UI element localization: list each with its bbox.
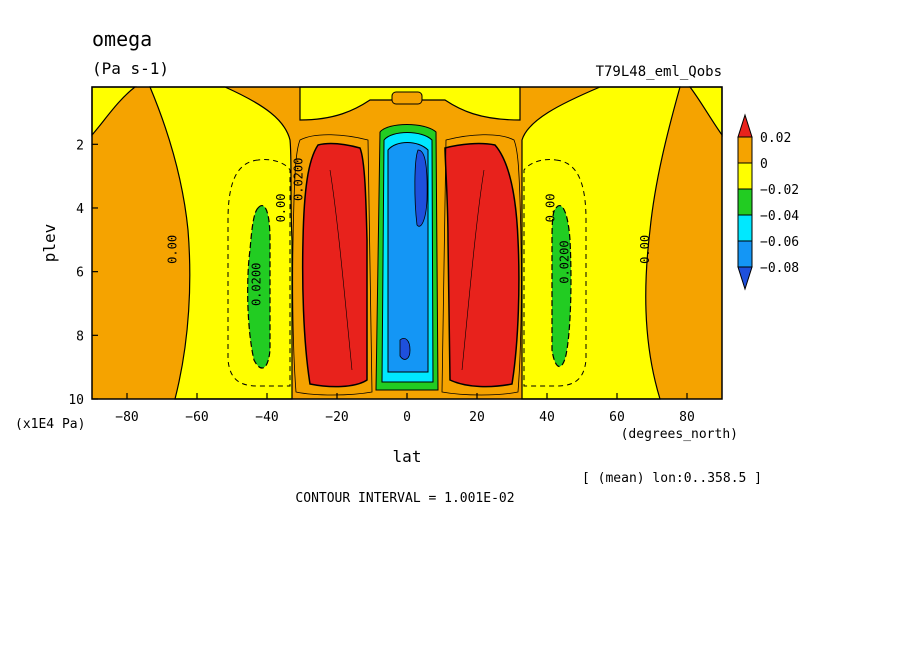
colorbar-label: 0 [760,157,768,172]
contour-inner [329,169,353,371]
contour-label-text: 0.0200 [558,240,572,283]
contour-label-text: 0.00 [274,194,288,223]
run-label: T79L48_eml_Qobs [596,64,722,80]
region-green [551,205,572,367]
chart-subtitle: (Pa s-1) [92,59,169,78]
contour-dashed [523,159,587,387]
y-axis-ticks: 2 4 6 8 10 [68,138,98,408]
colorbar-bin [737,188,753,216]
region-dark-blue [414,149,428,227]
contour-interval-note: CONTOUR INTERVAL = 1.001E-02 [295,491,514,506]
contour-inner [461,169,485,371]
region-green [247,205,271,369]
y-tick-label: 2 [76,138,84,153]
contour-solid [441,134,522,396]
contour-label-text: 0.00 [544,194,558,223]
contour-label-text: 0.0200 [292,158,306,201]
contour-solid [292,134,373,396]
contour-label-text: 0.0200 [250,263,264,306]
colorbar-label: −0.04 [760,209,799,224]
colorbar: 0.02 0 −0.02 −0.04 −0.06 −0.08 [737,113,799,291]
colorbar-bin [737,162,753,190]
region-red [301,142,368,388]
region-yellow [299,86,521,121]
contour-label: 0.0200 [250,263,264,306]
colorbar-bin [737,240,753,268]
x-axis-ticks: −80 −60 −40 −20 0 20 40 60 80 [115,393,695,425]
region-orange-cap [391,91,423,105]
colorbar-label: −0.06 [760,235,799,250]
x-tick-label: 80 [679,410,695,425]
region-yellow [91,86,137,137]
contour-label: 0.00 [166,235,180,264]
y-tick-label: 10 [68,393,84,408]
x-tick-label: 0 [403,410,411,425]
colorbar-bin [737,266,753,291]
contour-label-text: 0.00 [166,235,180,264]
x-tick-label: −20 [325,410,348,425]
colorbar-bin [737,136,753,164]
plot-area: 0.00 0.0200 0.0200 0.00 0.0200 0.00 0.00 [91,86,723,400]
x-tick-label: 60 [609,410,625,425]
x-tick-label: 40 [539,410,555,425]
contour-dashed [227,159,291,387]
contour-label: 0.00 [638,235,652,264]
colorbar-bin [737,113,753,138]
y-tick-label: 8 [76,329,84,344]
contour-label-text: 0.00 [638,235,652,264]
x-axis-units: (degrees_north) [621,427,738,442]
x-tick-label: −80 [115,410,138,425]
y-axis-label: plev [40,224,59,263]
contour-label: 0.0200 [558,240,572,283]
y-tick-label: 4 [76,202,84,217]
x-tick-label: −40 [255,410,278,425]
x-tick-label: 20 [469,410,485,425]
region-red [444,142,520,388]
contour-label-group: 0.00 0.0200 0.0200 0.00 0.0200 0.00 0.00 [166,158,653,306]
colorbar-bin [737,214,753,242]
contour-label: 0.00 [544,194,558,223]
colorbar-label: −0.02 [760,183,799,198]
region-dark-blue [399,338,411,360]
mean-note: [ (mean) lon:0..358.5 ] [582,471,762,486]
x-tick-label: −60 [185,410,208,425]
contour-label: 0.0200 [292,158,306,201]
colorbar-label: 0.02 [760,131,791,146]
colorbar-label: −0.08 [760,261,799,276]
contour-label: 0.00 [274,194,288,223]
y-tick-label: 6 [76,266,84,281]
chart-title: omega [92,27,152,51]
x-axis-label: lat [393,447,422,466]
y-axis-units: (x1E4 Pa) [15,417,85,432]
